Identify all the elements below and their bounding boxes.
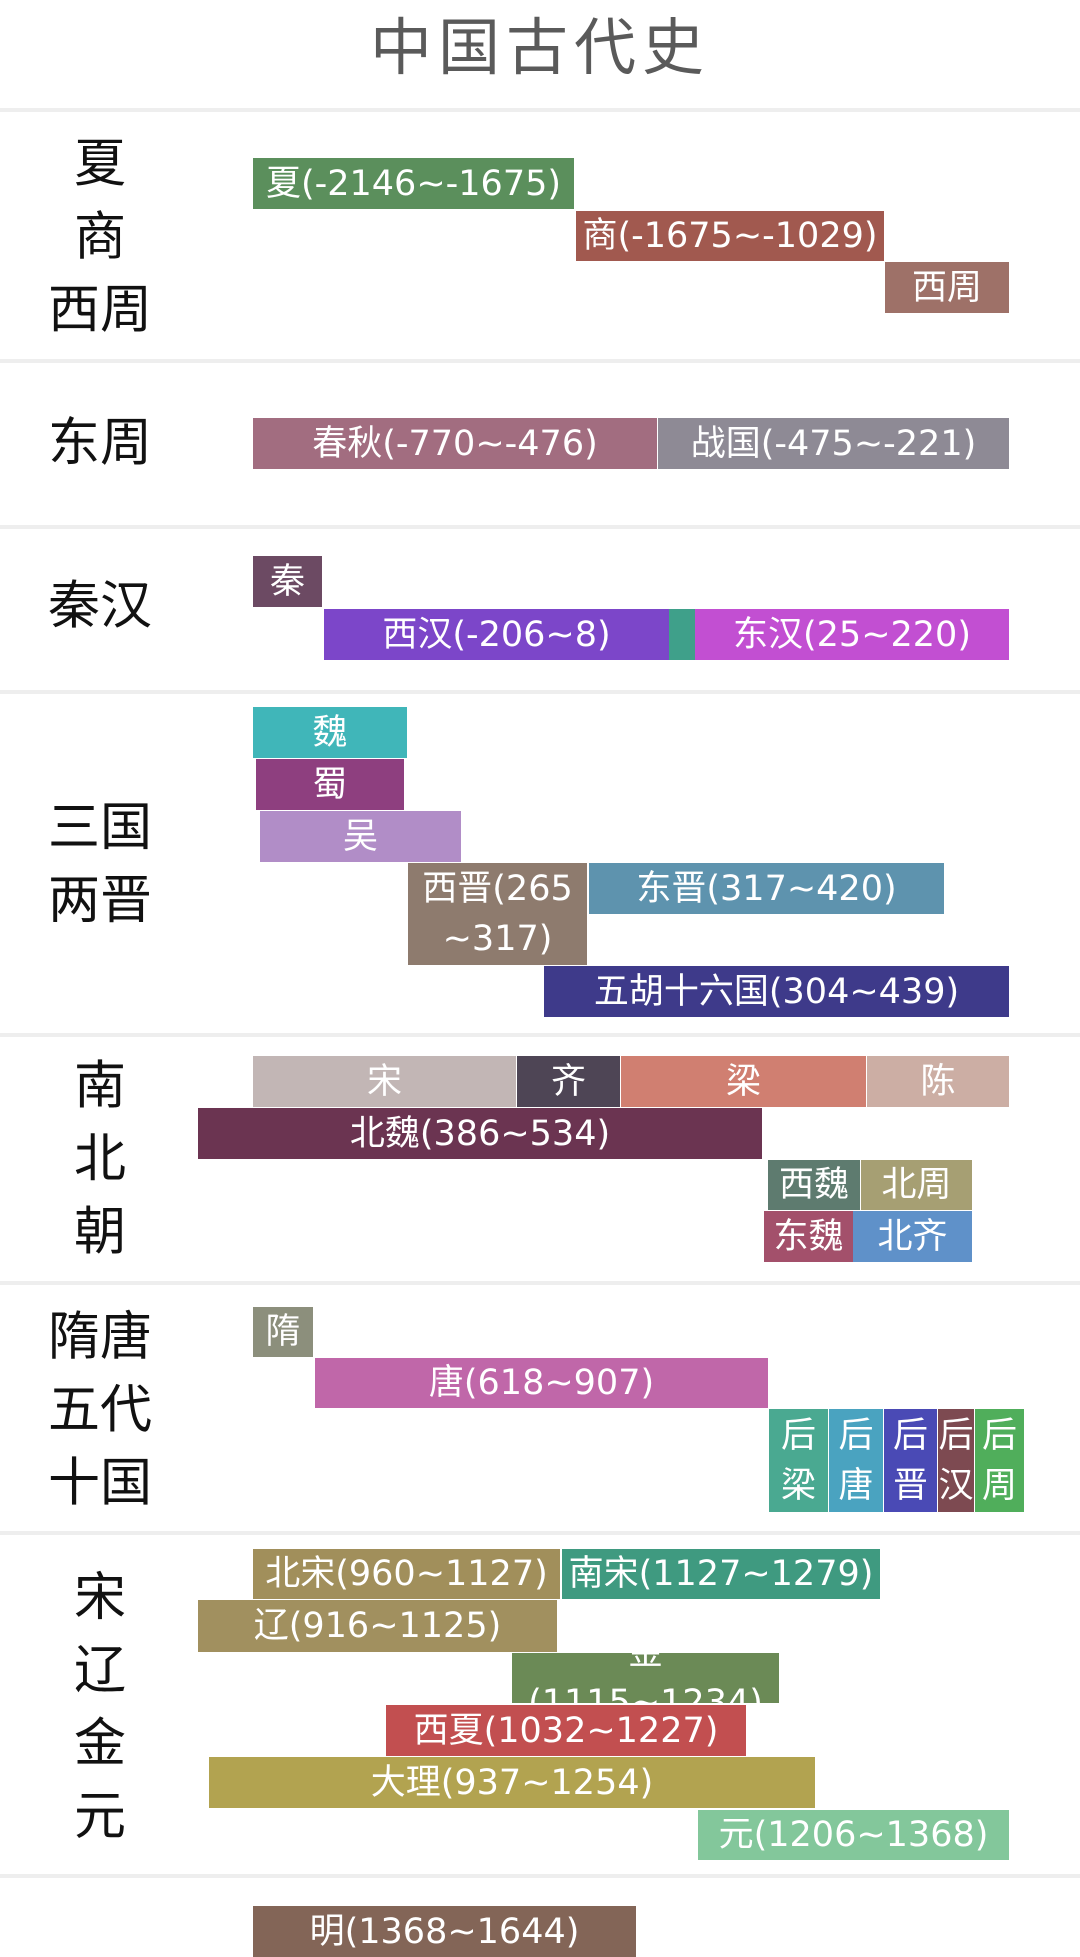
section-label-suitang-wudai: 隋唐 五代 十国 — [47, 1307, 152, 1514]
bar-houliang: 后 梁 — [769, 1409, 828, 1512]
bar-beisong: 北宋(960~1127) — [253, 1549, 560, 1599]
bar-xiwei: 西魏 — [768, 1160, 860, 1210]
bar-song-south: 宋 — [253, 1056, 516, 1107]
bar-xixia: 西夏(1032~1227) — [386, 1705, 746, 1756]
bar-chen: 陈 — [867, 1056, 1009, 1107]
bar-nansong: 南宋(1127~1279) — [562, 1549, 880, 1599]
bar-xizhou: 西周 — [885, 262, 1009, 313]
bar-houhan: 后 汉 — [938, 1409, 974, 1512]
section-label-nanbeichao: 南 北 朝 — [73, 1056, 126, 1263]
bar-houjin: 后 晋 — [884, 1409, 937, 1512]
section-label-song-liao-jin-yuan: 宋 辽 金 元 — [73, 1568, 126, 1847]
bar-beiwei: 北魏(386~534) — [198, 1108, 762, 1159]
section-label-qinhan: 秦汉 — [47, 576, 152, 637]
bar-xihan: 西汉(-206~8) — [324, 609, 669, 660]
divider — [0, 1874, 1080, 1878]
bar-qin: 秦 — [253, 556, 322, 607]
bar-wuhu: 五胡十六国(304~439) — [544, 966, 1009, 1017]
bar-dali: 大理(937~1254) — [209, 1757, 815, 1808]
bar-dongjin: 东晋(317~420) — [589, 863, 944, 914]
bar-houzhou: 后 周 — [975, 1409, 1024, 1512]
bar-chunqiu: 春秋(-770~-476) — [253, 418, 657, 469]
divider — [0, 108, 1080, 112]
bar-houtang: 后 唐 — [829, 1409, 883, 1512]
bar-dongwei: 东魏 — [764, 1211, 853, 1262]
bar-wu: 吴 — [260, 811, 461, 862]
page-title: 中国古代史 — [369, 11, 710, 84]
bar-yuan: 元(1206~1368) — [698, 1810, 1009, 1860]
bar-xijin: 西晋(265 ~317) — [408, 863, 587, 965]
bar-shu: 蜀 — [256, 759, 404, 810]
section-label-xia-shang-xizhou: 夏 商 西周 — [47, 134, 152, 341]
bar-beiqi: 北齐 — [853, 1211, 972, 1262]
section-label-sanguo-liangjin: 三国 两晋 — [47, 798, 152, 931]
bar-donghan: 东汉(25~220) — [695, 609, 1009, 660]
bar-xin — [669, 609, 695, 660]
divider — [0, 525, 1080, 529]
bar-sui: 隋 — [253, 1307, 313, 1357]
divider — [0, 1281, 1080, 1285]
bar-beizhou: 北周 — [861, 1160, 972, 1210]
bar-liang: 梁 — [621, 1056, 866, 1107]
bar-shang: 商(-1675~-1029) — [576, 211, 884, 261]
bar-qi: 齐 — [517, 1056, 620, 1107]
divider — [0, 1531, 1080, 1535]
bar-xia: 夏(-2146~-1675) — [253, 158, 574, 209]
divider — [0, 359, 1080, 363]
bar-liao: 辽(916~1125) — [198, 1600, 557, 1652]
bar-zhanguo: 战国(-475~-221) — [658, 418, 1009, 469]
bar-tang: 唐(618~907) — [315, 1358, 768, 1408]
section-label-dongzhou: 东周 — [47, 413, 152, 474]
bar-jin: 金(1115~1234) — [512, 1653, 779, 1703]
divider — [0, 690, 1080, 694]
divider — [0, 1033, 1080, 1037]
bar-wei: 魏 — [253, 707, 407, 758]
bar-ming: 明(1368~1644) — [253, 1906, 636, 1957]
